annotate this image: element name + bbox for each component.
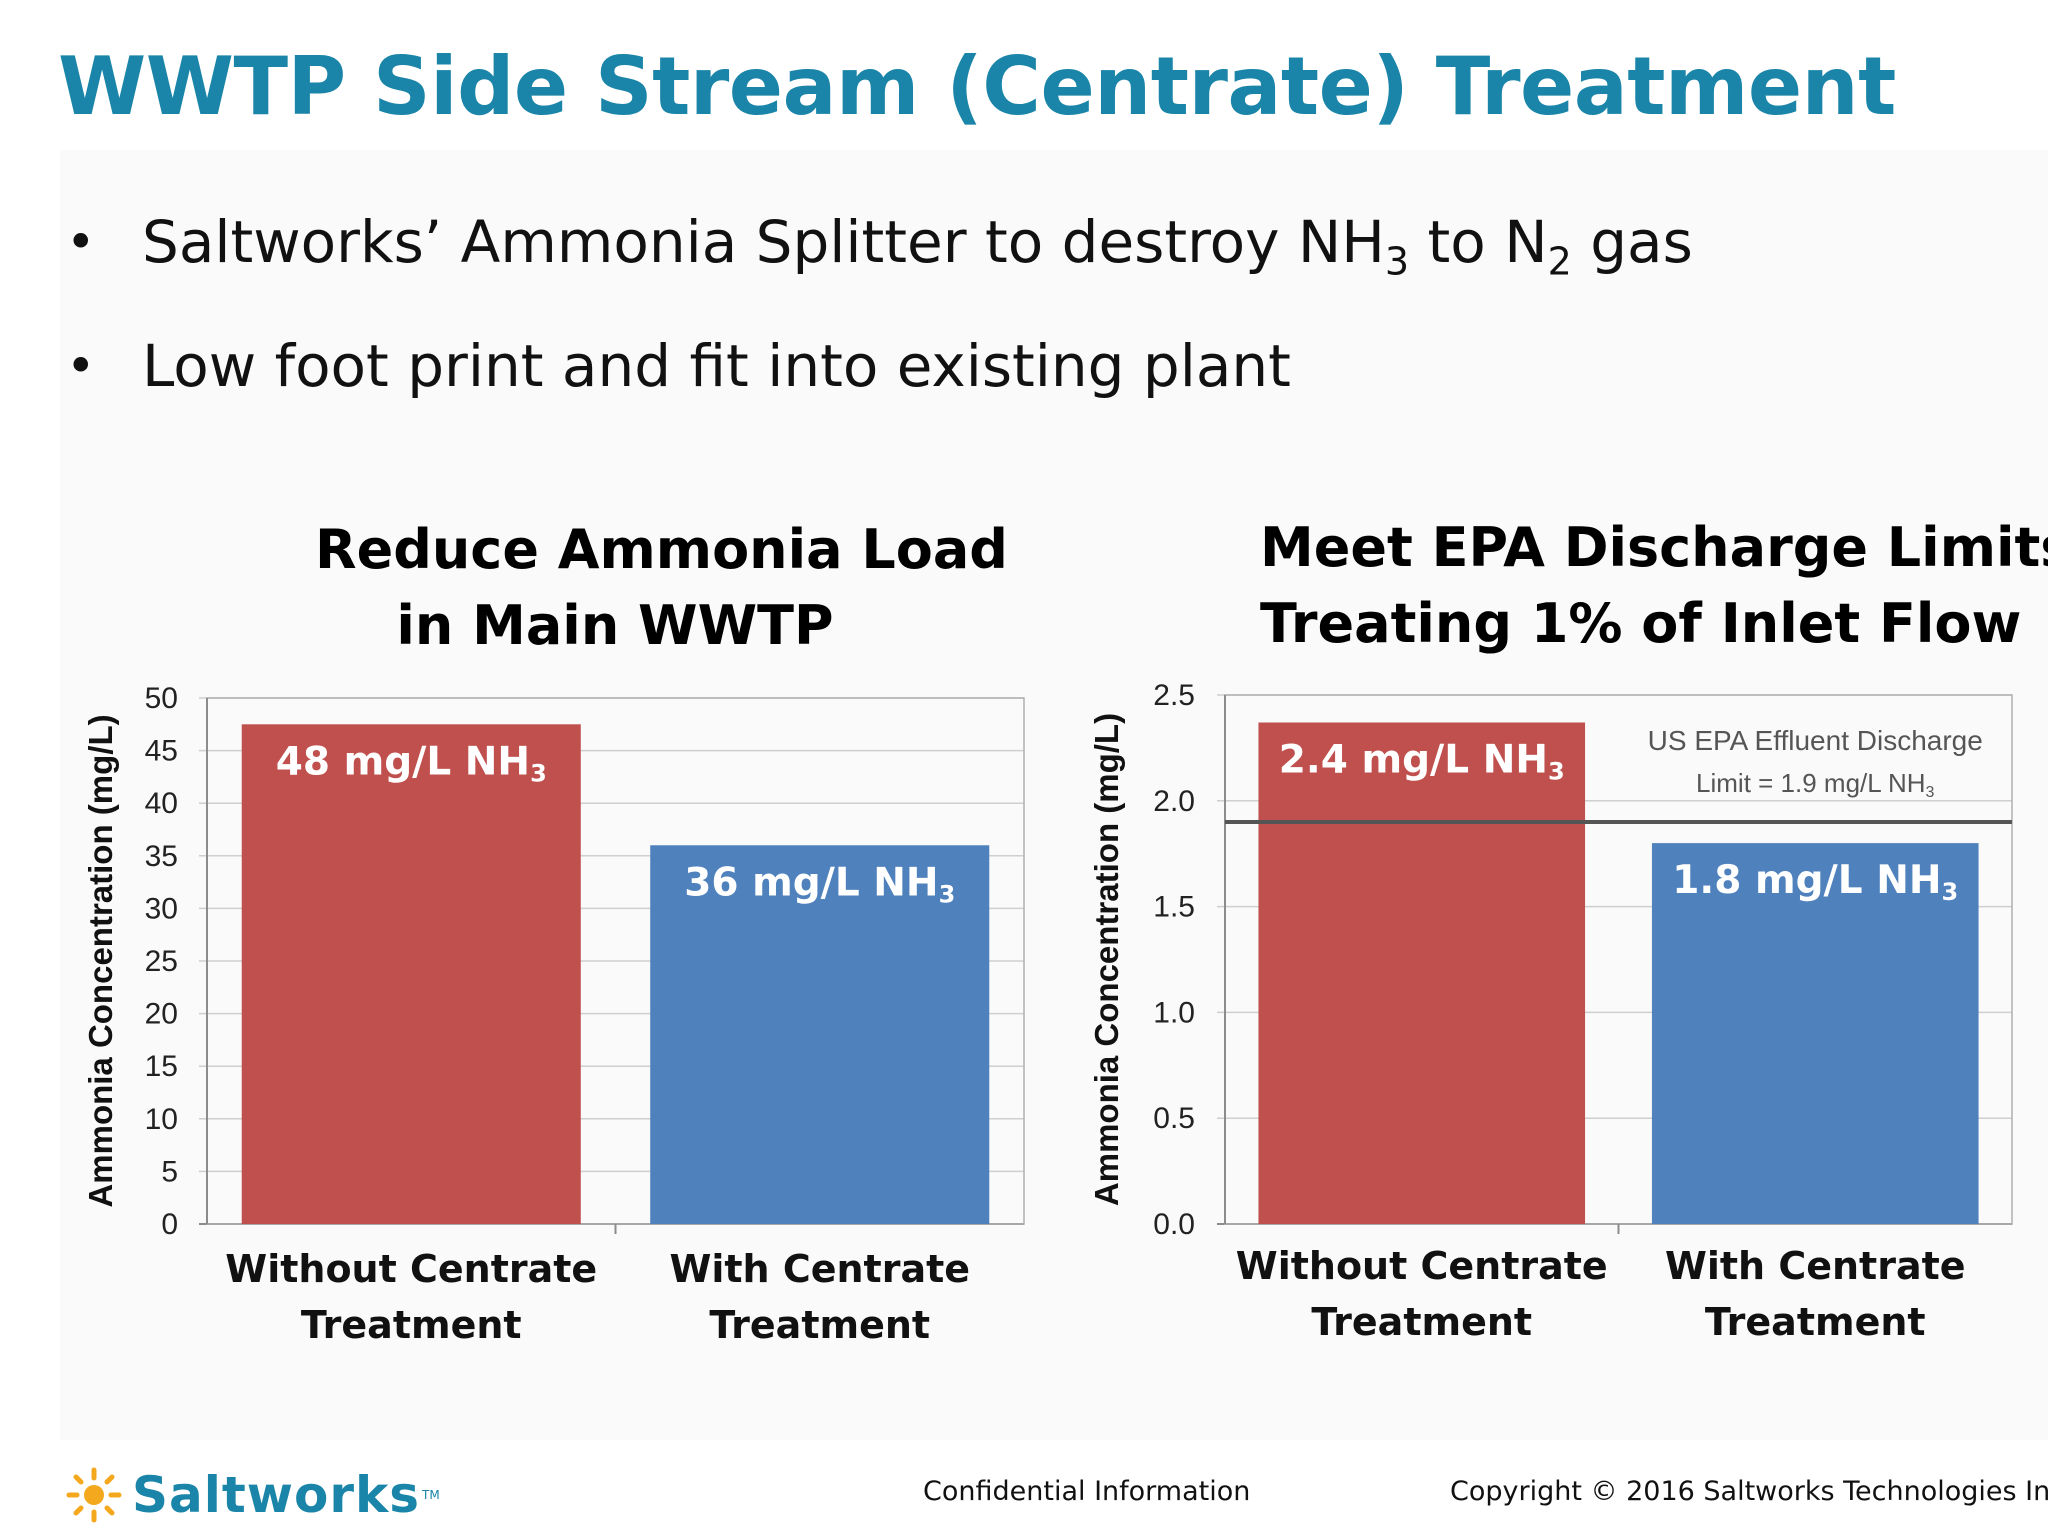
x-category-label: Without Centrate <box>225 1247 597 1291</box>
y-tick-label: 35 <box>145 840 178 873</box>
sun-icon <box>66 1467 122 1523</box>
epa-limit-label: US EPA Effluent Discharge <box>1648 725 1983 756</box>
data-label: 1.8 mg/L NH3 <box>1672 858 1958 906</box>
x-category-label: Treatment <box>1705 1300 1926 1344</box>
y-tick-label: 45 <box>145 735 178 768</box>
data-label: 48 mg/L NH3 <box>276 739 547 787</box>
x-category-label: With Centrate <box>1665 1244 1966 1288</box>
trademark-mark: TM <box>422 1488 440 1502</box>
data-label: 36 mg/L NH3 <box>684 860 955 908</box>
bullet-text-1: Saltworks’ Ammonia Splitter to destroy N… <box>142 208 1693 284</box>
y-tick-label: 25 <box>145 945 178 978</box>
data-label: 2.4 mg/L NH3 <box>1279 738 1565 786</box>
epa-limit-label: Limit = 1.9 mg/L NH3 <box>1696 768 1935 801</box>
chart-2-title: Meet EPA Discharge Limits Treating 1% of… <box>1260 510 2048 662</box>
y-tick-label: 30 <box>145 892 178 925</box>
y-axis-title: Ammonia Concentration (mg/L) <box>1088 713 1125 1206</box>
y-tick-label: 2.5 <box>1153 679 1195 712</box>
x-category-label: Without Centrate <box>1236 1244 1608 1288</box>
x-category-label: Treatment <box>1311 1300 1532 1344</box>
y-tick-label: 10 <box>145 1103 178 1136</box>
x-category-label: Treatment <box>301 1303 522 1347</box>
confidential-notice: Confidential Information <box>923 1476 1251 1507</box>
bullet-text-2: Low foot print and fit into existing pla… <box>142 331 1291 400</box>
bar-1 <box>241 724 581 1224</box>
chart-2-title-line-2: Treating 1% of Inlet Flow <box>1260 592 2022 655</box>
bar-1 <box>1258 722 1586 1224</box>
y-tick-label: 2.0 <box>1153 785 1195 818</box>
bar-2 <box>1651 843 1979 1224</box>
y-tick-label: 0.5 <box>1153 1102 1195 1135</box>
bullet-list: • Saltworks’ Ammonia Splitter to destroy… <box>62 190 1693 418</box>
bar-2 <box>650 845 990 1224</box>
y-tick-label: 40 <box>145 787 178 820</box>
y-tick-label: 15 <box>145 1050 178 1083</box>
bullet-dot-icon: • <box>66 336 96 395</box>
y-axis-title: Ammonia Concentration (mg/L) <box>82 714 119 1207</box>
bullet-item-1: • Saltworks’ Ammonia Splitter to destroy… <box>62 190 1693 314</box>
chart-1-title: Reduce Ammonia Load in Main WWTP <box>315 512 1008 664</box>
chart-2: 0.0 0.5 1.0 1.5 2.0 2.5 Ammonia Concentration … <box>1088 679 2013 1344</box>
logo-text: Saltworks <box>132 1466 421 1524</box>
y-tick-label: 50 <box>145 682 178 715</box>
bullet-dot-icon: • <box>66 213 96 271</box>
bullet-item-2: • Low foot print and fit into existing p… <box>62 314 1693 418</box>
y-tick-label: 1.5 <box>1153 891 1195 924</box>
chart-2-title-line-1: Meet EPA Discharge Limits <box>1260 516 2048 579</box>
copyright-notice: Copyright © 2016 Saltworks Technologies … <box>1450 1476 2048 1507</box>
y-tick-label: 20 <box>145 998 178 1031</box>
charts-canvas: 0 5 10 15 20 25 30 35 40 45 50 Ammonia Concentratio… <box>82 679 2013 1347</box>
x-category-label: With Centrate <box>669 1247 970 1291</box>
x-category-label: Treatment <box>709 1303 930 1347</box>
saltworks-logo: Saltworks TM <box>66 1460 440 1530</box>
chart-1: 0 5 10 15 20 25 30 35 40 45 50 Ammonia Concentratio… <box>82 682 1025 1347</box>
y-tick-label: 1.0 <box>1153 996 1195 1029</box>
slide-title: WWTP Side Stream (Centrate) Treatment <box>58 40 1896 133</box>
y-tick-label: 0 <box>161 1208 178 1241</box>
chart-1-title-line-2: in Main WWTP <box>396 594 834 657</box>
chart-1-title-line-1: Reduce Ammonia Load <box>315 518 1008 581</box>
y-tick-label: 5 <box>161 1155 178 1188</box>
y-tick-label: 0.0 <box>1153 1208 1195 1241</box>
